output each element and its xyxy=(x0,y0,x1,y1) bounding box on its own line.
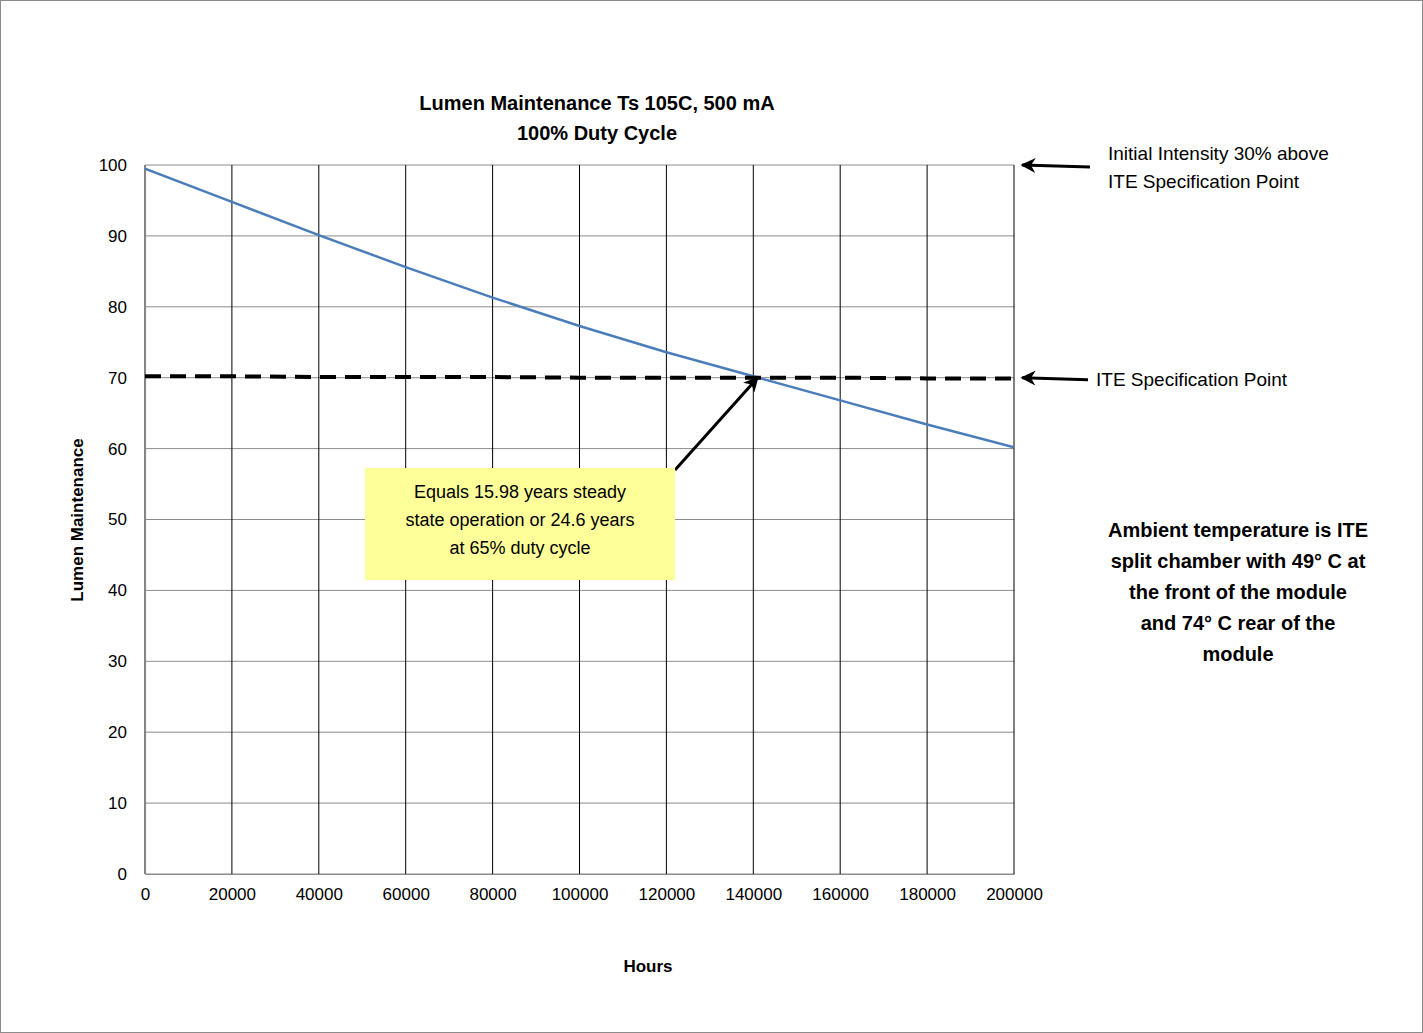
tick: 20 xyxy=(108,723,145,742)
tick: 140000 xyxy=(725,874,782,904)
tick-label: 0 xyxy=(141,885,150,904)
annotation-text: state operation or 24.6 years xyxy=(405,510,634,530)
tick: 0 xyxy=(141,874,150,904)
tick: 0 xyxy=(118,865,145,884)
annotation: ITE Specification Point xyxy=(1022,369,1288,390)
background xyxy=(1,1,1423,1033)
tick-label: 80 xyxy=(108,298,127,317)
tick-label: 10 xyxy=(108,794,127,813)
tick-label: 60000 xyxy=(383,885,430,904)
grid-line-x xyxy=(1014,165,1015,874)
data-line xyxy=(145,169,1014,448)
annotation-arrow xyxy=(1022,165,1090,167)
tick: 70 xyxy=(108,369,145,388)
plot-area xyxy=(145,169,1014,448)
annotation-text: Equals 15.98 years steady xyxy=(414,482,626,502)
annotation-arrow xyxy=(1022,378,1088,380)
tick-label: 90 xyxy=(108,227,127,246)
annotation-text: the front of the module xyxy=(1129,581,1347,603)
tick-label: 50 xyxy=(108,510,127,529)
annotation: Equals 15.98 years steady state operation… xyxy=(365,378,758,580)
annotation-text: ITE Specification Point xyxy=(1096,369,1288,390)
title: Lumen Maintenance Ts 105C, 500 mA xyxy=(419,92,774,114)
tick-label: 100000 xyxy=(552,885,609,904)
tick-label: 100 xyxy=(99,156,127,175)
tick-label: 70 xyxy=(108,369,127,388)
annotation: Ambient temperature is ITE split chamber … xyxy=(1108,519,1368,665)
tick-label: 180000 xyxy=(899,885,956,904)
tick-label: 60 xyxy=(108,440,127,459)
grid-line-y xyxy=(145,377,1014,378)
y-axis-title: Lumen Maintenance xyxy=(68,438,87,601)
grid-line-x xyxy=(753,165,754,874)
tick-label: 120000 xyxy=(639,885,696,904)
axis-line xyxy=(145,166,146,875)
tick-label: 20000 xyxy=(209,885,256,904)
tick: 180000 xyxy=(899,874,956,904)
grid-line-x xyxy=(145,165,146,874)
tick-label: 80000 xyxy=(469,885,516,904)
annotations: Initial Intensity 30% above ITE Specifica… xyxy=(365,143,1368,665)
tick: 80 xyxy=(108,298,145,317)
tick: 40000 xyxy=(296,874,343,904)
tick: 100 xyxy=(99,156,145,175)
grid-line-x xyxy=(231,165,232,874)
grid-line-x xyxy=(840,165,841,874)
tick-label: 40 xyxy=(108,581,127,600)
tick: 90 xyxy=(108,227,145,246)
tick-label: 140000 xyxy=(725,885,782,904)
annotation-text: split chamber with 49° C at xyxy=(1111,550,1366,572)
tick: 30 xyxy=(108,652,145,671)
x-axis: 0 20000 40000 60000 80000 100000 120000 140000 1… xyxy=(141,874,1043,904)
tick: 10 xyxy=(108,794,145,813)
x-axis-title: Hours xyxy=(623,957,672,976)
chart: 0 20000 40000 60000 80000 100000 120000 140000 1… xyxy=(0,0,1423,1033)
tick: 120000 xyxy=(639,874,696,904)
annotation-text: and 74° C rear of the xyxy=(1141,612,1336,634)
tick: 50 xyxy=(108,510,145,529)
annotation-arrow xyxy=(675,378,758,470)
axis-line xyxy=(146,874,1015,875)
tick-label: 160000 xyxy=(812,885,869,904)
tick: 160000 xyxy=(812,874,869,904)
tick: 20000 xyxy=(209,874,256,904)
annotation-text: Ambient temperature is ITE xyxy=(1108,519,1368,541)
annotation-text: module xyxy=(1202,643,1273,665)
tick: 80000 xyxy=(469,874,516,904)
tick-label: 20 xyxy=(108,723,127,742)
grid-line-x xyxy=(318,165,319,874)
grid xyxy=(145,165,1014,874)
tick: 40 xyxy=(108,581,145,600)
tick-label: 40000 xyxy=(296,885,343,904)
y-axis: 0 10 20 30 40 50 60 70 80 90 100 xyxy=(99,156,146,884)
tick: 60000 xyxy=(383,874,430,904)
grid-line-x xyxy=(927,165,928,874)
annotation-text: at 65% duty cycle xyxy=(449,538,590,558)
tick-label: 200000 xyxy=(986,885,1043,904)
subtitle: 100% Duty Cycle xyxy=(517,122,677,144)
tick: 100000 xyxy=(552,874,609,904)
annotation: Initial Intensity 30% above ITE Specifica… xyxy=(1022,143,1329,192)
tick: 60 xyxy=(108,440,145,459)
annotation-text: ITE Specification Point xyxy=(1108,171,1300,192)
tick-label: 0 xyxy=(118,865,127,884)
tick-label: 30 xyxy=(108,652,127,671)
callout-box xyxy=(365,468,675,580)
annotation-text: Initial Intensity 30% above xyxy=(1108,143,1329,164)
tick: 200000 xyxy=(986,874,1043,904)
spec-line xyxy=(145,376,1014,378)
